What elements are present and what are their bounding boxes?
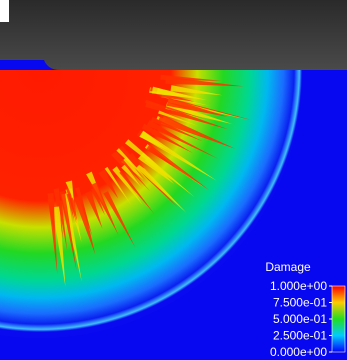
tick-label: 7.500e-01	[273, 296, 327, 310]
colorbar	[332, 286, 345, 352]
page: {"colorbar": {"title": "Damage", "ticks"…	[0, 0, 347, 360]
tick-label: 1.000e+00	[270, 279, 327, 293]
corner	[0, 0, 9, 22]
simulation-view: Damage 1.000e+00 7.500e-01 5.000e-01 2.500e…	[0, 0, 347, 360]
tick-label: 2.500e-01	[273, 329, 327, 343]
colorbar-ticks: 1.000e+00 7.500e-01 5.000e-01 2.500e-01 0.00…	[270, 279, 332, 359]
tick-label: 0.000e+00	[270, 345, 327, 359]
tick-label: 5.000e-01	[273, 312, 327, 326]
impactor	[0, 0, 347, 70]
legend-title: Damage	[265, 260, 311, 274]
